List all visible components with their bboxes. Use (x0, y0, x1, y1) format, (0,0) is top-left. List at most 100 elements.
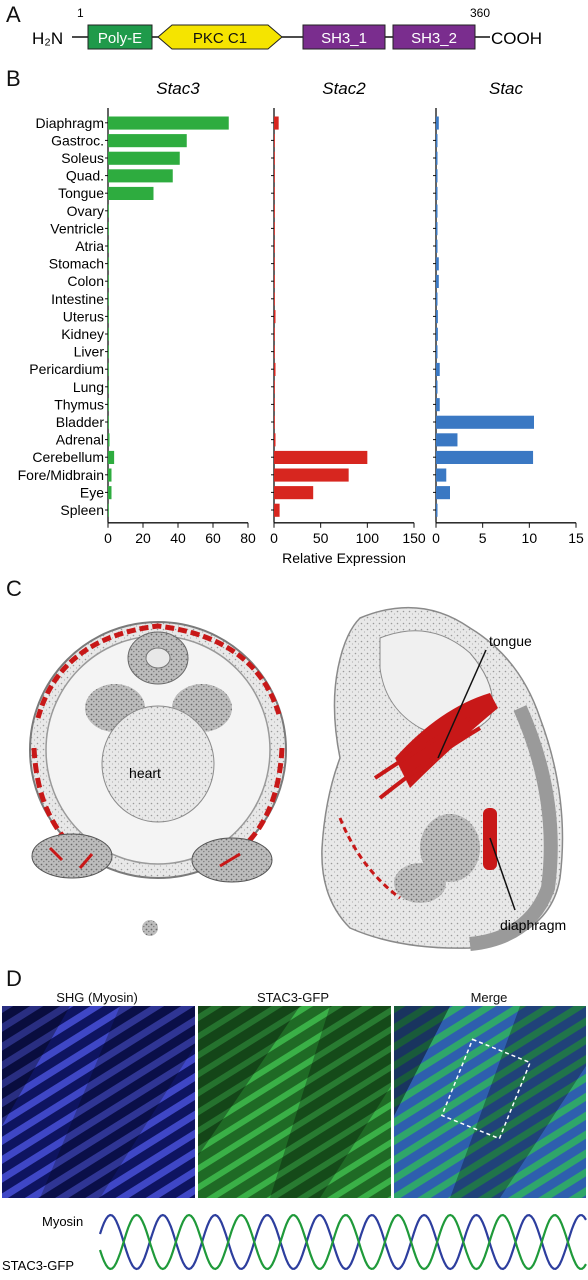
stac3-gfp-title: STAC3-GFP (257, 990, 329, 1005)
tissue-label: Stomach (49, 256, 104, 272)
bar (436, 310, 438, 324)
bar (436, 468, 447, 482)
bar (436, 380, 438, 394)
bar (436, 398, 440, 412)
bar (274, 450, 368, 464)
tissue-label: Tongue (58, 185, 104, 201)
bar (436, 433, 458, 447)
bar (108, 310, 109, 324)
bar (274, 362, 276, 376)
tongue-label: tongue (489, 633, 532, 649)
tissue-label: Gastroc. (51, 132, 104, 148)
bar (274, 151, 275, 165)
bar (274, 169, 275, 183)
panel-letter-c: C (6, 576, 22, 601)
bar (108, 362, 109, 376)
bar (108, 274, 109, 288)
bar (274, 345, 275, 359)
bar (108, 204, 109, 218)
bar (108, 468, 112, 482)
x-tick-label: 0 (432, 530, 440, 546)
tissue-label: Pericardium (29, 361, 104, 377)
bar (108, 486, 112, 500)
bar (436, 292, 438, 306)
stac3-chart: Stac3 0 20 40 60 80 (104, 79, 256, 546)
bar (436, 222, 438, 236)
sagittal-section: tongue diaphragm (321, 606, 566, 951)
bar (108, 503, 109, 517)
bar (108, 327, 109, 341)
intensity-profile: Myosin STAC3-GFP (2, 1213, 587, 1273)
panel-letter-d: D (6, 966, 22, 991)
start-residue-label: 1 (77, 6, 84, 20)
bar (108, 292, 109, 306)
bar (274, 274, 275, 288)
chart-title: Stac3 (156, 79, 200, 98)
bar (274, 134, 275, 148)
bar (274, 415, 275, 429)
x-tick-label: 150 (402, 530, 426, 546)
microscopy-images (2, 1006, 586, 1198)
sh3-1-label: SH3_1 (321, 30, 367, 47)
tissue-label: Bladder (56, 414, 105, 430)
bar (274, 239, 275, 253)
bar (436, 327, 438, 341)
tissue-label: Eye (80, 484, 104, 500)
myosin-profile-line (98, 1213, 587, 1271)
diaphragm-pointer (489, 837, 516, 911)
n-terminus-label: H₂N (32, 29, 63, 48)
bar (436, 362, 440, 376)
tissue-label: Cerebellum (32, 449, 104, 465)
tissue-label: Quad. (66, 168, 104, 184)
bar (108, 450, 115, 464)
stac3-gfp-profile-label: STAC3-GFP (2, 1258, 74, 1273)
x-tick-label: 10 (522, 530, 538, 546)
chart-title: Stac (489, 79, 524, 98)
x-tick-label: 15 (568, 530, 584, 546)
pkc-c1-domain (157, 24, 283, 50)
bar (108, 380, 109, 394)
bar (436, 186, 438, 200)
tongue-pointer (437, 649, 487, 759)
bar (274, 204, 275, 218)
bar (108, 239, 109, 253)
bar (436, 151, 438, 165)
tissue-section-images: heart tongue diaphragm (29, 606, 566, 951)
bar (436, 204, 438, 218)
sh3-1-domain (302, 24, 386, 50)
shg-title: SHG (Myosin) (56, 990, 138, 1005)
stac2-chart: Stac2 0 50 100 150 Relative Expression (270, 79, 426, 566)
sh3-2-label: SH3_2 (411, 30, 457, 47)
tissue-label: Lung (73, 379, 104, 395)
bar (108, 345, 109, 359)
diaphragm-label: diaphragm (500, 917, 566, 933)
tissue-label: Kidney (61, 326, 104, 342)
bar (274, 116, 279, 130)
bar (274, 222, 275, 236)
x-axis-title: Relative Expression (282, 550, 406, 566)
bar (108, 398, 109, 412)
bar (274, 380, 275, 394)
bar (108, 222, 109, 236)
tissue-label: Adrenal (56, 432, 104, 448)
tissue-label: Diaphragm (36, 115, 104, 131)
x-tick-label: 20 (135, 530, 151, 546)
c-terminus-label: COOH (491, 29, 542, 48)
end-residue-label: 360 (470, 6, 490, 20)
bar (436, 257, 439, 271)
tissue-label: Liver (74, 344, 105, 360)
tissue-label: Ovary (67, 203, 104, 219)
bar (274, 398, 275, 412)
stac-chart: Stac 0 5 10 15 (432, 79, 584, 546)
heart-label: heart (129, 765, 161, 781)
merge-title: Merge (470, 990, 508, 1005)
transverse-section: heart (29, 621, 287, 936)
bar (436, 486, 450, 500)
bar (436, 415, 534, 429)
tissue-label: Fore/Midbrain (18, 467, 104, 483)
bar (436, 274, 439, 288)
x-tick-label: 50 (313, 530, 329, 546)
bar (108, 169, 173, 183)
tissue-label: Spleen (60, 502, 104, 518)
